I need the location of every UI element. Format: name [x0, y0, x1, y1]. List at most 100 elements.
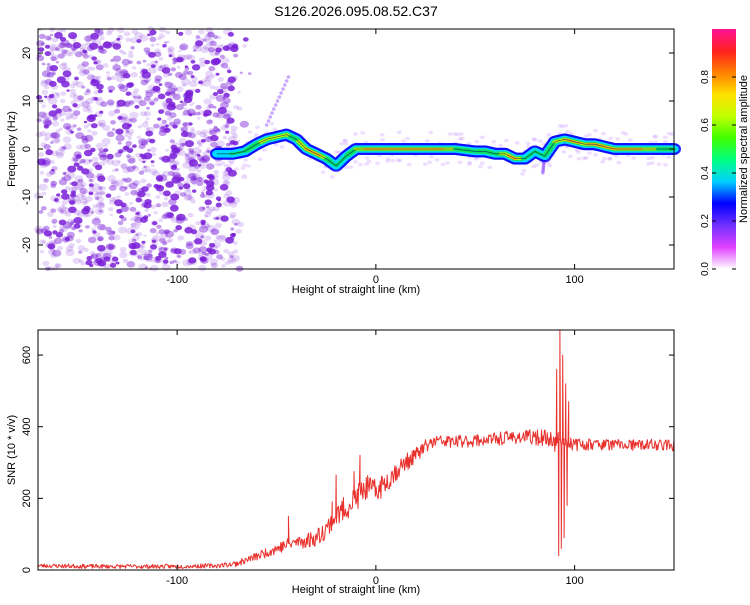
spectrogram-noise-speckle	[44, 120, 52, 127]
spectrogram-noise-speckle	[70, 222, 74, 225]
spectrogram-noise-speckle	[154, 78, 161, 84]
spectrogram-noise-speckle	[78, 69, 88, 77]
spectrogram-noise-speckle	[132, 234, 140, 241]
spectrogram-noise-speckle	[163, 230, 170, 235]
spectrogram-noise-speckle	[192, 182, 197, 186]
spectrogram-noise-speckle	[111, 169, 116, 172]
spectrogram-noise-speckle	[107, 245, 114, 251]
spectrogram-ridge-halo	[574, 148, 580, 152]
spectrogram-noise-speckle	[97, 89, 103, 94]
spectrogram-ridge-halo	[663, 139, 668, 144]
spectrogram-noise-speckle	[237, 106, 243, 111]
spectrogram-noise-speckle	[150, 43, 155, 47]
spectrogram-noise-speckle	[37, 47, 45, 52]
spectrogram-noise-speckle	[195, 111, 201, 116]
spectrogram-noise-speckle	[185, 54, 193, 60]
spectrogram-noise-speckle	[86, 39, 90, 43]
snr-xtick-label: 0	[373, 575, 379, 587]
spectrogram-noise-speckle	[124, 186, 128, 190]
spectrogram-noise-speckle	[94, 255, 98, 258]
spectrogram-noise-speckle	[195, 104, 202, 110]
spectrogram-noise-speckle	[126, 155, 136, 163]
spectrogram-noise-speckle	[51, 71, 56, 76]
spectrogram-noise-speckle	[45, 242, 53, 249]
spectrogram-noise-speckle	[198, 143, 203, 147]
spectrogram-noise-speckle	[49, 65, 58, 72]
spectrogram-noise-speckle	[208, 242, 216, 248]
spectrogram-noise-speckle	[52, 241, 57, 246]
spectrogram-noise-speckle	[74, 175, 84, 182]
spectrogram-ridge-halo	[519, 172, 525, 176]
spectrogram-noise-speckle	[214, 129, 221, 134]
spectrogram-noise-speckle	[192, 172, 197, 177]
spectrogram-noise-speckle	[208, 127, 215, 133]
spectrogram-noise-speckle	[115, 128, 124, 135]
spectrogram-noise-speckle	[109, 247, 114, 251]
spectrogram-noise-speckle	[107, 250, 113, 255]
spectrogram-noise-speckle	[134, 210, 142, 216]
snr-ticks: -100 0 100 0 200 400 600	[21, 330, 674, 587]
spectrogram-noise-speckle	[215, 217, 220, 220]
spectrogram-noise-speckle	[106, 159, 114, 165]
spectrogram-ridge-halo	[498, 143, 503, 148]
spectrogram-noise-speckle	[198, 80, 204, 85]
spectrogram-noise-speckle	[154, 258, 161, 264]
spectrogram-noise-speckle	[109, 244, 117, 251]
spectrogram-noise-speckle	[201, 189, 205, 193]
spectrogram-ridge-halo	[479, 161, 485, 166]
spectrogram-noise-speckle	[90, 147, 96, 152]
spectrogram-noise-speckle	[173, 259, 177, 263]
spectrogram-noise-speckle	[187, 258, 197, 266]
spectrogram-noise-speckle	[104, 42, 114, 49]
spectrogram-noise-speckle	[207, 31, 215, 38]
spectrogram-noise-speckle	[168, 215, 176, 220]
spectrogram-noise-speckle	[83, 205, 91, 212]
spectrogram-noise-speckle	[207, 135, 213, 140]
spectrogram-noise-speckle	[213, 249, 220, 255]
spectrogram-noise-speckle	[223, 180, 231, 186]
spectrogram-noise-speckle	[241, 174, 248, 179]
spectrogram-ridge-halo	[397, 158, 403, 163]
spectrogram-noise-speckle	[168, 88, 176, 95]
spectrogram-noise-speckle	[141, 240, 146, 244]
spectrogram-noise-speckle	[125, 37, 132, 43]
spectrogram-noise-speckle	[138, 170, 145, 175]
spectrogram-ridge-halo	[261, 148, 267, 152]
spectrogram-noise-speckle	[93, 59, 101, 65]
spectrogram-noise-speckle	[144, 120, 148, 124]
spectrogram-ridge-halo	[445, 161, 451, 165]
spectrogram-streak-point	[541, 166, 546, 170]
spectrogram-noise-speckle	[142, 59, 147, 63]
spectrogram-noise-speckle	[138, 143, 146, 150]
snr-ytick-label: 0	[21, 567, 33, 573]
spectrogram-noise-speckle	[86, 255, 93, 261]
colorbar-label: Normalized spectral amplitude	[738, 75, 750, 223]
spectrogram-noise-speckle	[62, 49, 72, 57]
spectrogram-noise-speckle	[136, 232, 143, 237]
spectrogram-noise-speckle	[111, 180, 120, 187]
spectrogram-noise-speckle	[88, 159, 93, 163]
spectrogram-noise-speckle	[87, 109, 93, 114]
spectrogram-noise-speckle	[52, 249, 62, 257]
spectrogram-noise-speckle	[64, 186, 70, 191]
spectrogram-noise-speckle	[178, 248, 187, 255]
spectrogram-noise-speckle	[186, 241, 193, 247]
spectrogram-noise-speckle	[97, 244, 106, 252]
spectrogram-ridge-halo	[360, 131, 366, 135]
spectrogram-noise-speckle	[107, 175, 116, 182]
spectrogram-ridge-centerline	[216, 134, 674, 167]
spectrogram-noise-speckle	[50, 183, 57, 188]
spectrogram-ridge-halo	[491, 139, 497, 144]
spectrogram-ridge-halo	[428, 130, 434, 135]
spectrogram-streak-point	[273, 103, 278, 107]
spectrogram-noise-speckle	[158, 190, 165, 196]
spectrogram-noise-speckle	[126, 82, 134, 88]
spectrogram-noise-speckle	[51, 121, 60, 127]
spectrogram-noise-speckle	[176, 167, 181, 171]
spectrogram-noise-speckle	[232, 140, 239, 146]
spectrogram-noise-speckle	[51, 104, 58, 109]
spectrogram-noise-speckle	[177, 235, 185, 241]
spectrogram-noise-speckle	[227, 76, 237, 83]
spectrogram-noise-speckle	[130, 46, 135, 50]
spectrogram-noise-speckle	[231, 254, 240, 262]
